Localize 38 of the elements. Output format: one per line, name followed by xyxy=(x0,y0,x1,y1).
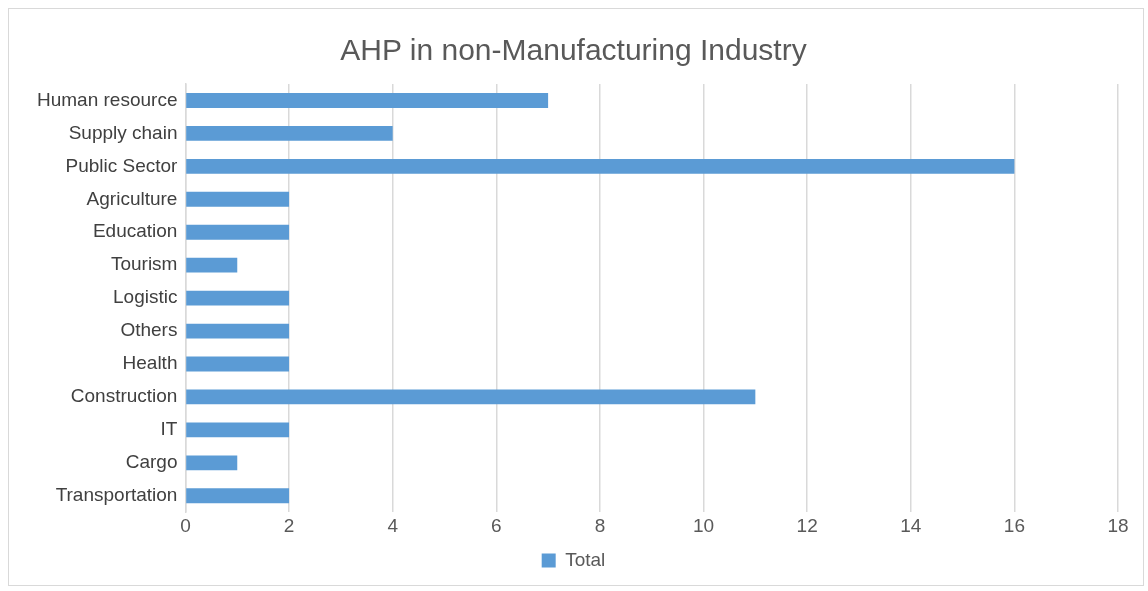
x-tick-label: 8 xyxy=(594,514,606,536)
y-tick-label: Tourism xyxy=(110,253,178,275)
x-tick-label: 16 xyxy=(1003,514,1025,536)
x-tick-label: 10 xyxy=(692,514,715,536)
chart-title: AHP in non-Manufacturing Industry xyxy=(340,33,807,67)
y-tick-label: Others xyxy=(120,319,178,341)
y-tick-label: Public Sector xyxy=(65,154,179,176)
bar xyxy=(186,422,290,438)
bar xyxy=(186,356,290,372)
bar xyxy=(186,191,290,207)
x-tick-label: 0 xyxy=(180,514,191,536)
x-tick-label: 14 xyxy=(900,514,922,536)
y-tick-label: Human resource xyxy=(37,88,178,110)
y-tick-label: Cargo xyxy=(125,451,178,473)
y-tick-label: Transportation xyxy=(55,483,178,505)
y-tick-label: Health xyxy=(122,352,178,374)
x-tick-label: 6 xyxy=(491,514,502,536)
bar xyxy=(186,93,549,108)
legend-label: Total xyxy=(565,548,606,570)
bar xyxy=(186,389,756,405)
x-tick-label: 2 xyxy=(283,514,295,536)
x-tick-label: 4 xyxy=(387,514,399,536)
bar xyxy=(186,158,1015,174)
bar xyxy=(186,257,238,273)
y-tick-label: Logistic xyxy=(113,286,178,308)
bar xyxy=(186,323,290,339)
x-tick-label: 12 xyxy=(796,514,818,536)
y-tick-label: Education xyxy=(92,220,178,242)
bar xyxy=(186,126,393,141)
bar xyxy=(186,290,290,306)
bar xyxy=(186,224,290,240)
y-tick-label: Construction xyxy=(70,385,178,407)
bar xyxy=(186,455,238,471)
x-tick-label: 18 xyxy=(1107,514,1129,536)
bar xyxy=(186,488,290,504)
y-tick-label: Supply chain xyxy=(68,121,178,143)
y-tick-label: IT xyxy=(160,418,178,440)
y-tick-label: Agriculture xyxy=(86,187,178,209)
